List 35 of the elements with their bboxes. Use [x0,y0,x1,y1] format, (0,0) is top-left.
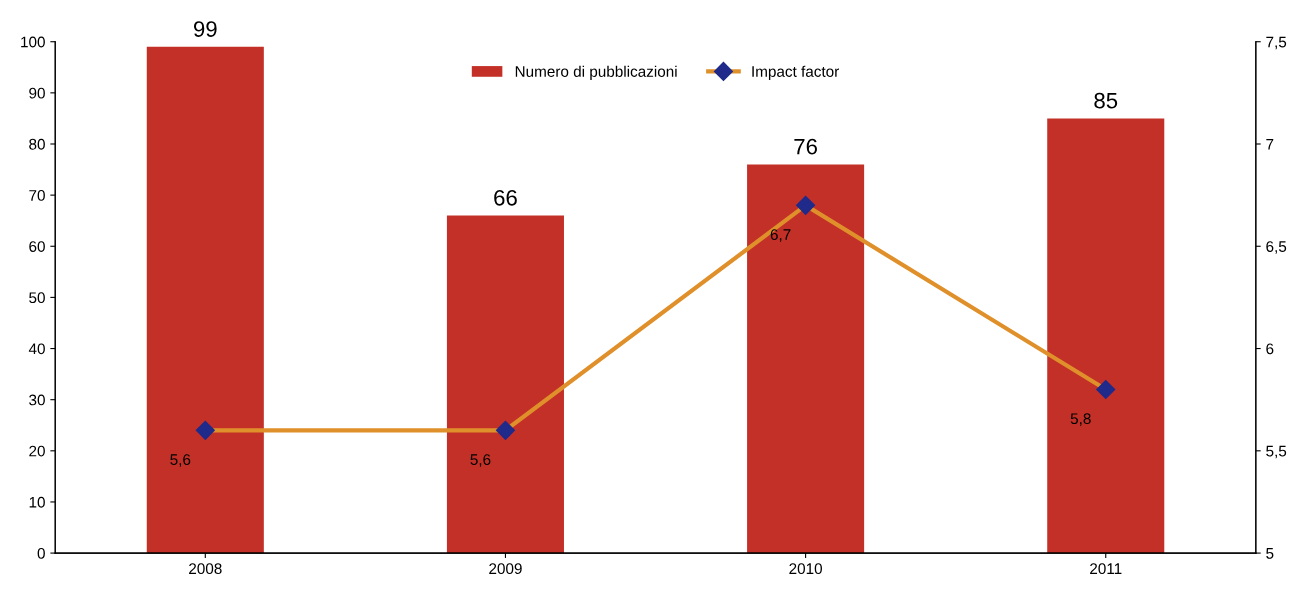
data-label: 66 [494,189,517,206]
y-tick-label: 100 [21,36,45,48]
data-label: 85 [1094,92,1118,109]
bar [146,46,264,554]
data-label: 99 [193,21,217,37]
y-tick-label: 10 [29,496,45,508]
data-label: 5,8 [1070,413,1091,426]
y2-tick-label: 7 [1266,139,1274,150]
y-tick-label: 90 [29,87,45,99]
y-tick-label: 60 [29,241,45,252]
data-label: 76 [794,138,817,155]
x-tick-label: 2009 [489,563,522,575]
y2-tick-label: 5 [1266,548,1274,559]
y-tick-label: 70 [29,190,45,201]
y2-tick-label: 5,5 [1266,445,1287,459]
y-tick-label: 30 [29,394,45,406]
bar [747,164,865,554]
y2-tick-label: 6,5 [1266,241,1287,254]
x-tick-label: 2008 [189,563,222,575]
bar [446,215,564,554]
data-label: 6,7 [770,229,791,242]
y-tick-label: 20 [29,445,45,457]
y-tick-label: 80 [29,138,45,150]
data-label: 5,6 [170,454,191,467]
legend-label: Numero di pubblicazioni [515,65,677,80]
y2-tick-label: 7,5 [1266,36,1287,50]
y-tick-label: 50 [29,292,45,304]
legend-label: Impact factor [752,65,839,80]
data-label: 5,6 [470,454,491,467]
x-tick-label: 2011 [1090,563,1122,575]
y-tick-label: 0 [37,547,45,559]
bar [1047,118,1165,554]
y-tick-label: 40 [28,343,45,355]
x-tick-label: 2010 [789,563,822,575]
y2-tick-label: 6 [1266,343,1274,355]
